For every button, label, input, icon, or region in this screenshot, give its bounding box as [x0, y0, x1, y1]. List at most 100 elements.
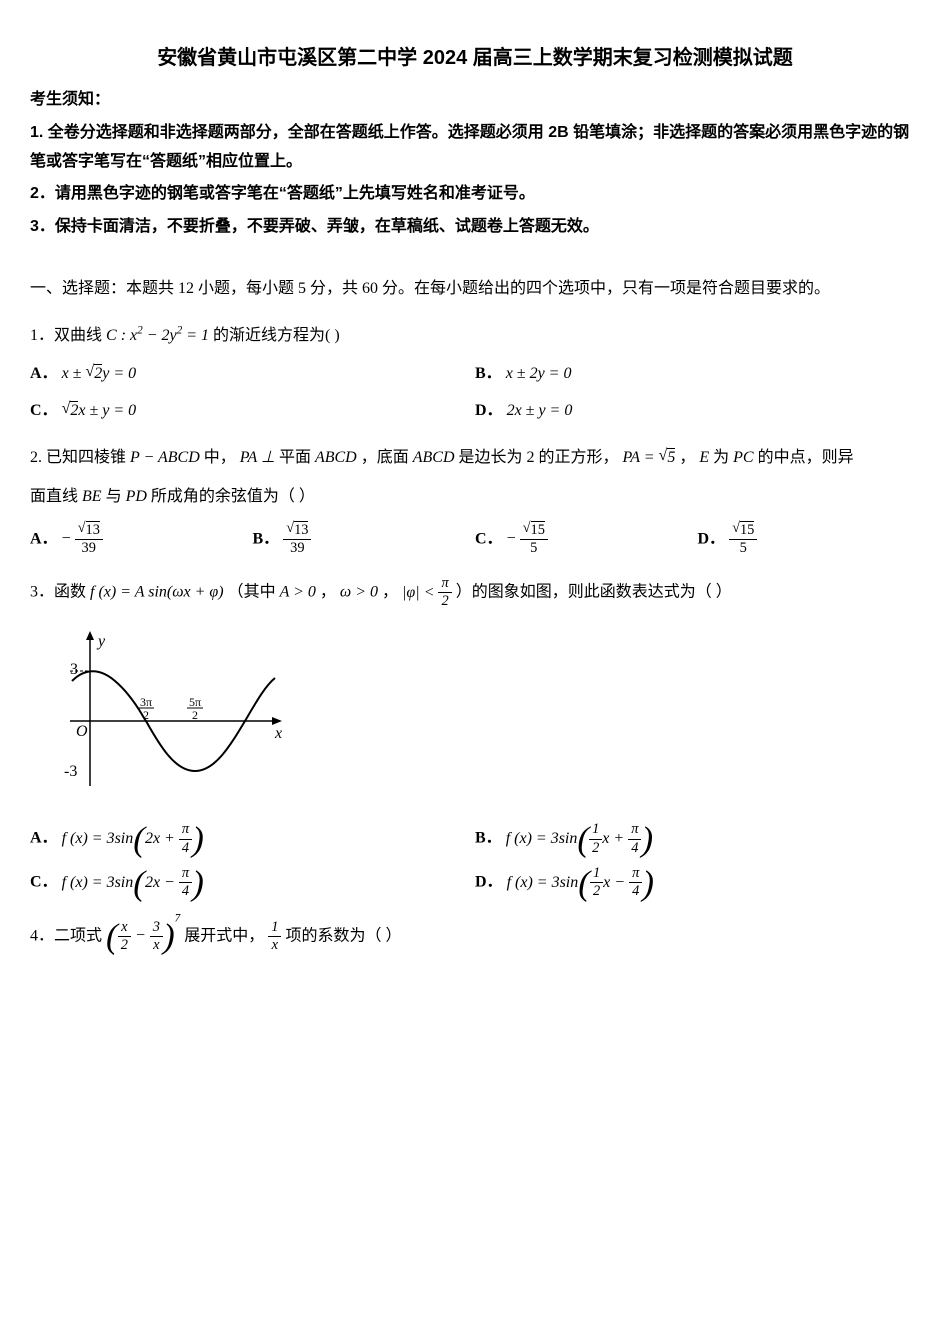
q1-options-row2: C． 2x ± y = 0 D． 2x ± y = 0	[30, 397, 920, 426]
q1-c-label: C．	[30, 402, 58, 419]
q2-a-math: − 1339	[62, 530, 103, 547]
q1-d-math: 2x ± y = 0	[507, 402, 573, 419]
q1-option-d: D． 2x ± y = 0	[475, 397, 920, 426]
q2-b-math: 1339	[283, 530, 311, 547]
sine-graph-svg: 3 -3 O 3π 2 5π 2 x y	[50, 626, 290, 796]
q1-b-label: B．	[475, 365, 502, 382]
q4-t2: 项的系数为（ ）	[285, 927, 401, 944]
q4-prefix: 4．二项式	[30, 927, 102, 944]
q1-a-math: x ± 2y = 0	[62, 365, 137, 382]
q2-m4: ABCD	[413, 449, 455, 466]
question-2-line2: 面直线 BE 与 PD 所成角的余弦值为（ ）	[30, 483, 920, 512]
q3-c-label: C．	[30, 874, 58, 891]
q2-t2: 平面	[279, 449, 311, 466]
q3-d-math: f (x) = 3sin(12x − π4)	[507, 874, 654, 891]
q2-t7: 的中点，则异	[758, 449, 854, 466]
q2-l2b: 与	[106, 488, 122, 505]
q3-a-label: A．	[30, 830, 58, 847]
q1-prefix: 1．双曲线	[30, 327, 102, 344]
question-3: 3．函数 f (x) = A sin(ωx + φ) （其中 A > 0 ， ω…	[30, 575, 920, 611]
question-4: 4．二项式 (x2 − 3x)7 展开式中， 1x 项的系数为（ ）	[30, 919, 920, 955]
q2-m2: PA ⊥	[240, 449, 279, 466]
question-1: 1．双曲线 C : x2 − 2y2 = 1 的渐近线方程为( )	[30, 322, 920, 351]
q3-b-math: f (x) = 3sin(12x + π4)	[506, 830, 653, 847]
q3-d-label: D．	[475, 874, 503, 891]
q1-c-math: 2x ± y = 0	[62, 402, 137, 419]
q2-d-label: D．	[698, 530, 726, 547]
q2-t1: 中，	[204, 449, 236, 466]
q1-formula: C : x2 − 2y2 = 1	[106, 327, 209, 344]
q3-m2: A > 0	[280, 584, 316, 601]
q2-option-b: B． 1339	[253, 522, 476, 558]
q4-m1: (x2 − 3x)7	[106, 927, 180, 944]
q3-t2: ，	[320, 584, 336, 601]
q3-a-math: f (x) = 3sin(2x + π4)	[62, 830, 204, 847]
q2-c-math: − 155	[507, 530, 548, 547]
q3-c-math: f (x) = 3sin(2x − π4)	[62, 874, 204, 891]
q2-m9: PD	[126, 488, 147, 505]
notice-heading: 考生须知：	[30, 86, 920, 115]
q4-m2: 1x	[268, 927, 281, 944]
notice-1: 1. 全卷分选择题和非选择题两部分，全部在答题纸上作答。选择题必须用 2B 铅笔…	[30, 119, 920, 177]
q3-option-d: D． f (x) = 3sin(12x − π4)	[475, 865, 920, 901]
origin-label: O	[76, 723, 88, 740]
q1-option-a: A． x ± 2y = 0	[30, 360, 475, 389]
x-axis-label: x	[274, 725, 282, 742]
q1-option-b: B． x ± 2y = 0	[475, 360, 920, 389]
q2-t3: ，底面	[361, 449, 409, 466]
q1-option-c: C． 2x ± y = 0	[30, 397, 475, 426]
notice-3: 3．保持卡面清洁，不要折叠，不要弄破、弄皱，在草稿纸、试题卷上答题无效。	[30, 213, 920, 242]
q2-t4: 是边长为 2 的正方形，	[459, 449, 619, 466]
q2-option-d: D． 155	[698, 522, 921, 558]
x-tick-2: 5π 2	[187, 695, 203, 722]
q3-option-c: C． f (x) = 3sin(2x − π4)	[30, 865, 475, 901]
q2-m3: ABCD	[315, 449, 357, 466]
q3-t4: ）的图象如图，则此函数表达式为（ ）	[456, 584, 732, 601]
q3-m1: f (x) = A sin(ωx + φ)	[90, 584, 224, 601]
q2-d-math: 155	[729, 530, 757, 547]
question-2: 2. 已知四棱锥 P − ABCD 中， PA ⊥ 平面 ABCD ，底面 AB…	[30, 444, 920, 473]
q2-prefix: 2. 已知四棱锥	[30, 449, 126, 466]
x-tick-1: 3π 2	[138, 695, 154, 722]
x2-den: 2	[192, 708, 198, 722]
q2-option-a: A． − 1339	[30, 522, 253, 558]
q3-m4: |φ| < π2	[402, 584, 452, 601]
x2-num: 5π	[189, 695, 201, 709]
q1-options: A． x ± 2y = 0 B． x ± 2y = 0	[30, 360, 920, 389]
y-bot-label: -3	[64, 763, 77, 780]
q2-t6: 为	[713, 449, 729, 466]
notice-2: 2．请用黑色字迹的钢笔或答字笔在“答题纸”上先填写姓名和准考证号。	[30, 180, 920, 209]
x-axis-arrow-icon	[272, 717, 282, 725]
q2-l2c: 所成角的余弦值为（ ）	[151, 488, 315, 505]
exam-title: 安徽省黄山市屯溪区第二中学 2024 届高三上数学期末复习检测模拟试题	[30, 40, 920, 76]
q2-c-label: C．	[475, 530, 503, 547]
q3-option-a: A． f (x) = 3sin(2x + π4)	[30, 821, 475, 857]
q1-a-label: A．	[30, 365, 58, 382]
q2-b-label: B．	[253, 530, 280, 547]
q2-m8: BE	[82, 488, 102, 505]
y-top-label: 3	[70, 661, 78, 678]
q2-option-c: C． − 155	[475, 522, 698, 558]
q2-l2a: 面直线	[30, 488, 78, 505]
q3-b-label: B．	[475, 830, 502, 847]
q2-options: A． − 1339 B． 1339 C． − 155 D． 155	[30, 522, 920, 558]
y-axis-arrow-icon	[86, 631, 94, 640]
q2-a-label: A．	[30, 530, 58, 547]
q4-t1: 展开式中，	[184, 927, 264, 944]
q3-option-b: B． f (x) = 3sin(12x + π4)	[475, 821, 920, 857]
q1-d-label: D．	[475, 402, 503, 419]
q3-graph: 3 -3 O 3π 2 5π 2 x y	[50, 626, 920, 807]
q2-m5: PA = 5	[623, 449, 676, 466]
q3-m3: ω > 0	[340, 584, 378, 601]
q3-t1: （其中	[228, 584, 276, 601]
q2-t5: ，	[679, 449, 695, 466]
q3-t3: ，	[382, 584, 398, 601]
y-axis-label: y	[96, 633, 106, 650]
q3-options-row2: C． f (x) = 3sin(2x − π4) D． f (x) = 3sin…	[30, 865, 920, 901]
section-a-heading: 一、选择题：本题共 12 小题，每小题 5 分，共 60 分。在每小题给出的四个…	[30, 275, 920, 304]
x1-num: 3π	[140, 695, 152, 709]
q2-m6: E	[699, 449, 709, 466]
q3-options-row1: A． f (x) = 3sin(2x + π4) B． f (x) = 3sin…	[30, 821, 920, 857]
q1-b-math: x ± 2y = 0	[506, 365, 572, 382]
q1-suffix: 的渐近线方程为( )	[213, 327, 340, 344]
